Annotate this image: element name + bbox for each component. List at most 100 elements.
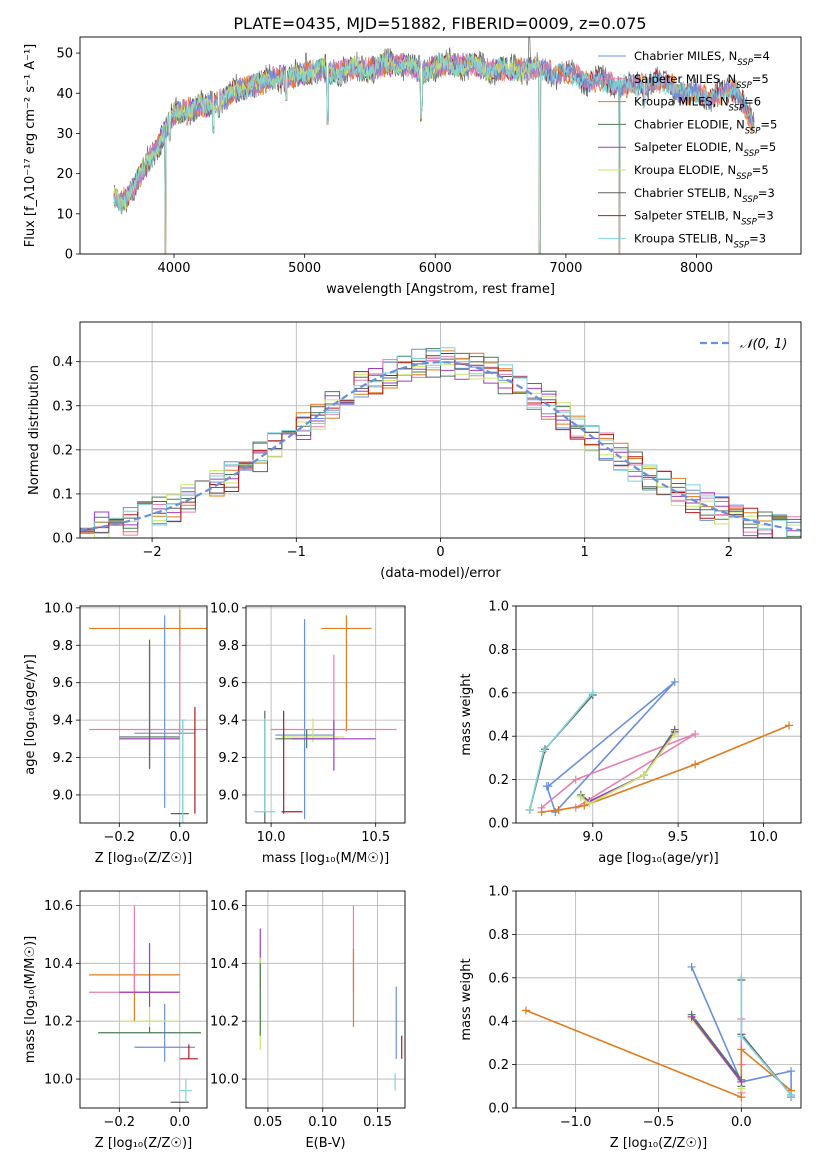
legend-entry-kroupa_miles: Kroupa MILES, NSSP=6 <box>634 95 761 114</box>
weight-marker-kroupa_stelib <box>525 805 534 814</box>
spectrum-xtick-label: 5000 <box>288 261 321 276</box>
residuals-xtick-label: −2 <box>143 545 162 560</box>
spectrum-ytick-label: 10 <box>56 207 73 222</box>
spectrum-xtick-label: 6000 <box>419 261 452 276</box>
age_vs_Z-ytick-label: 9.4 <box>52 714 73 729</box>
weight-line-kroupa_elodie <box>580 733 676 805</box>
weight_vs_Z-ytick-label: 1.0 <box>488 885 509 900</box>
residuals-xtick-label: 2 <box>725 545 733 560</box>
weight_vs_Z-xtick-label: 0.0 <box>731 1115 752 1130</box>
legend-entry-kroupa_stelib: Kroupa STELIB, NSSP=3 <box>634 231 766 250</box>
panel-age_vs_mass: 10.0 10.5 9.0 9.2 9.4 9.6 9.8 10.0 mass [log₁₀(M… <box>210 601 406 866</box>
age_vs_mass-ytick-label: 9.8 <box>218 639 239 654</box>
weight-marker-kroupa_stelib <box>588 688 597 697</box>
age_vs_Z-ytick-label: 9.6 <box>52 676 73 691</box>
age_vs_mass-ytick-label: 9.0 <box>218 788 239 803</box>
spectrum-legend: Chabrier MILES, NSSP=4 Salpeter MILES, NS… <box>598 49 777 250</box>
weight_vs_Z-xlabel: Z [log₁₀(Z/Z☉)] <box>610 1136 707 1151</box>
spectrum-ylabel: Flux [f_λ10⁻¹⁷ erg cm⁻² s⁻¹ A⁻¹] <box>23 44 38 248</box>
weight_vs_age-xtick-label: 9.0 <box>582 830 603 845</box>
spectrum-xtick-label: 7000 <box>549 261 582 276</box>
weight_vs_Z-ytick-label: 0.0 <box>488 1102 509 1117</box>
residuals-ytick-label: 0.2 <box>52 443 73 458</box>
age_vs_mass-ytick-label: 9.6 <box>218 676 239 691</box>
weight-marker-kroupa_stelib <box>787 1090 796 1099</box>
mass_vs_Z-xtick-label: −0.2 <box>104 1115 136 1130</box>
axes-frame <box>79 605 208 824</box>
mass_vs_Z-xtick-label: 0.0 <box>169 1115 190 1130</box>
weight-marker-salpeter_miles <box>691 730 700 739</box>
weight_vs_Z-xtick-label: −0.5 <box>643 1115 675 1130</box>
weight_vs_Z-plot-area <box>516 891 801 1108</box>
weight-marker-kroupa_miles <box>785 721 794 730</box>
weight_vs_Z-ytick-label: 0.8 <box>488 928 509 943</box>
spectrum-plot-area <box>113 37 755 254</box>
legend-entry-salpeter_stelib: Salpeter STELIB, NSSP=3 <box>634 209 774 228</box>
spectrum-line-chabrier_miles <box>113 52 755 207</box>
weight-line-chabrier_elodie <box>580 729 676 803</box>
legend-entry-chabrier_miles: Chabrier MILES, NSSP=4 <box>634 49 770 68</box>
residuals-xtick-label: 1 <box>581 545 589 560</box>
weight_vs_Z-ytick-label: 0.6 <box>488 971 509 986</box>
panel-residuals: −2 −1 0 1 2 0.0 0.1 0.2 0.3 0.4 (data-model)/error… <box>27 321 802 581</box>
axes-frame <box>515 605 802 824</box>
figure-title: PLATE=0435, MJD=51882, FIBERID=0009, z=0… <box>233 14 646 33</box>
weight_vs_Z-xtick-label: −1.0 <box>560 1115 592 1130</box>
mass_vs_Z-ylabel: mass [log₁₀(M/M☉)] <box>23 936 38 1063</box>
spectrum-line-kroupa_stelib <box>113 52 755 254</box>
weight-line-kroupa_stelib <box>740 977 792 1096</box>
mass_vs_ebv-ytick-label: 10.2 <box>210 1015 239 1030</box>
weight_vs_age-ytick-label: 0.2 <box>488 773 509 788</box>
spectrum-xtick-label: 8000 <box>680 261 713 276</box>
age_vs_Z-ytick-label: 9.8 <box>52 639 73 654</box>
mass_vs_ebv-ytick-label: 10.0 <box>210 1073 239 1088</box>
weight_vs_age-ytick-label: 0.0 <box>488 817 509 832</box>
age_vs_mass-ytick-label: 9.2 <box>218 751 239 766</box>
legend-entry-chabrier_elodie: Chabrier ELODIE, NSSP=5 <box>634 117 777 136</box>
age_vs_mass-ytick-label: 10.0 <box>210 601 239 616</box>
age_vs_Z-xtick-label: 0.0 <box>169 830 190 845</box>
weight-line-kroupa_miles <box>541 724 790 813</box>
residuals-xtick-label: −1 <box>287 545 306 560</box>
mass_vs_ebv-xtick-label: 0.05 <box>253 1115 282 1130</box>
age_vs_mass-plot-area <box>246 606 405 823</box>
mass_vs_Z-plot-area <box>80 891 207 1108</box>
residuals-ylabel: Normed distribution <box>27 365 42 495</box>
mass_vs_Z-ytick-label: 10.0 <box>44 1073 73 1088</box>
legend-entry-chabrier_stelib: Chabrier STELIB, NSSP=3 <box>634 186 775 205</box>
weight_vs_age-ylabel: mass weight <box>459 673 474 755</box>
axes-frame <box>515 890 802 1109</box>
panel-age_vs_Z: −0.2 0.0 9.0 9.2 9.4 9.6 9.8 10.0 Z [log₁₀(Z/Z☉)… <box>23 601 208 866</box>
weight-marker-kroupa_miles <box>537 808 546 817</box>
axes-frame <box>79 36 802 255</box>
normal-curve <box>80 360 801 532</box>
age_vs_Z-ytick-label: 10.0 <box>44 601 73 616</box>
weight_vs_age-xlabel: age [log₁₀(age/yr)] <box>598 851 719 866</box>
histogram-kroupa_stelib <box>80 347 801 538</box>
weight-marker-kroupa_elodie <box>585 799 594 808</box>
mass_vs_Z-xlabel: Z [log₁₀(Z/Z☉)] <box>95 1136 192 1151</box>
axes-frame <box>245 890 406 1109</box>
weight_vs_Z-ytick-label: 0.2 <box>488 1058 509 1073</box>
residuals-ytick-label: 0.0 <box>52 532 73 547</box>
age_vs_Z-plot-area <box>80 606 207 823</box>
weight_vs_age-ytick-label: 0.6 <box>488 686 509 701</box>
mass_vs_ebv-ytick-label: 10.4 <box>210 957 239 972</box>
weight-line-salpeter_elodie <box>580 731 676 803</box>
weight-marker-chabrier_miles <box>544 782 553 791</box>
weight-marker-kroupa_elodie <box>639 771 648 780</box>
residuals-ytick-label: 0.4 <box>52 355 73 370</box>
spectrum-ytick-label: 50 <box>56 47 73 62</box>
weight-marker-chabrier_miles <box>670 677 679 686</box>
age_vs_Z-xlabel: Z [log₁₀(Z/Z☉)] <box>95 851 192 866</box>
legend-entry-salpeter_miles: Salpeter MILES, NSSP=5 <box>634 72 769 91</box>
weight-marker-kroupa_elodie <box>576 792 585 801</box>
weight-line-salpeter_elodie <box>690 1016 742 1083</box>
weight-marker-kroupa_stelib <box>539 747 548 756</box>
weight-marker-kroupa_miles <box>554 805 563 814</box>
weight-marker-kroupa_miles <box>521 1006 530 1015</box>
mass_vs_ebv-ytick-label: 10.6 <box>210 899 239 914</box>
age_vs_mass-ytick-label: 9.4 <box>218 714 239 729</box>
weight-marker-chabrier_miles <box>787 1067 796 1076</box>
panel-mass_vs_Z: −0.2 0.0 10.0 10.2 10.4 10.6 Z [log₁₀(Z/Z☉)] ma… <box>23 890 208 1151</box>
